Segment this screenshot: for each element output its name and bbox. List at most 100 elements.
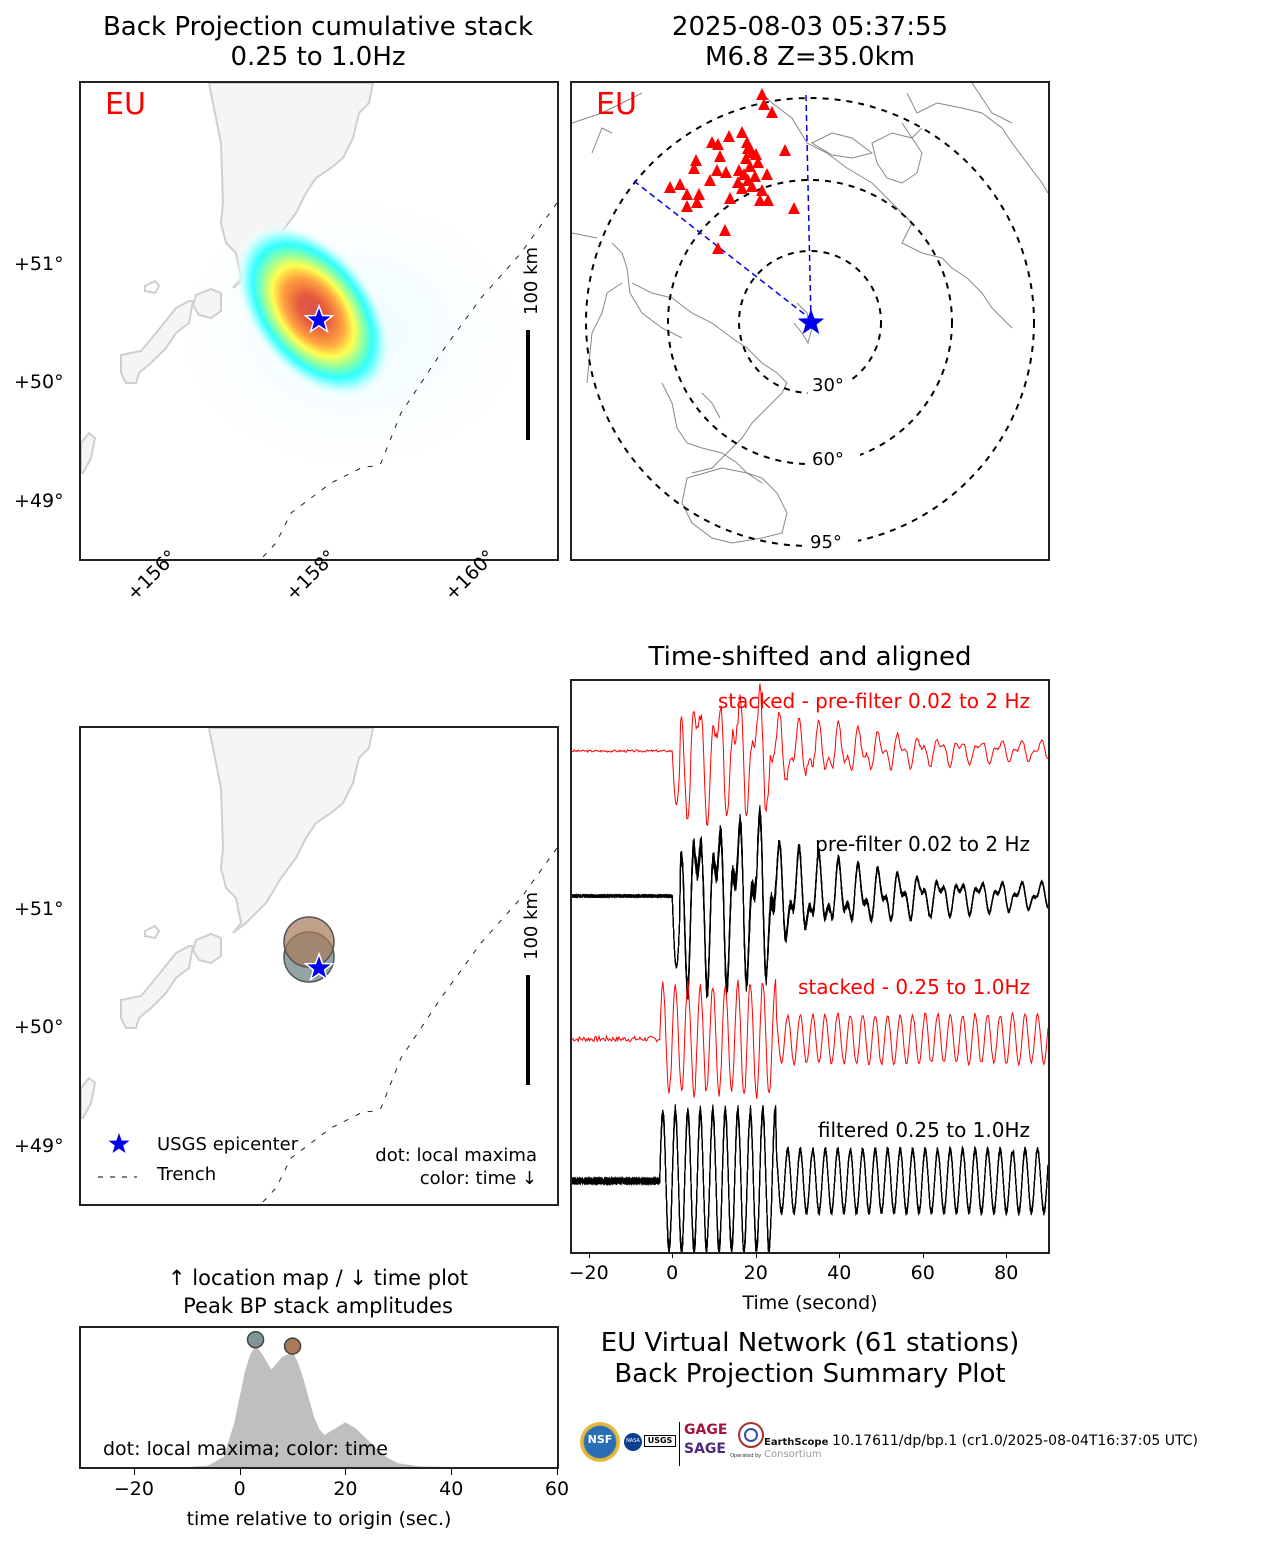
nasa-logo: NASA: [624, 1433, 642, 1451]
peak-map-annotation-line1: dot: local maxima: [375, 1145, 537, 1166]
trace-x-tick-mark: [755, 1252, 757, 1258]
station-network-label: EU: [596, 87, 637, 122]
station-marker: [752, 156, 764, 168]
bp-lat-tick-51: +51°: [14, 253, 64, 275]
station-marker: [712, 138, 724, 150]
paramushir-island-2: [191, 932, 222, 965]
summary-title: EU Virtual Network (61 stations) Back Pr…: [570, 1328, 1050, 1390]
amp-x-tick-mark: [451, 1469, 453, 1475]
station-marker: [674, 178, 686, 190]
station-marker: [746, 180, 758, 192]
coastline-europe: [572, 92, 683, 384]
trace-stacked-prefilter: [572, 683, 1048, 827]
legend-trench-label: Trench: [157, 1164, 217, 1185]
station-marker: [749, 170, 761, 182]
amp-x-tick-mark: [557, 1469, 558, 1475]
station-marker: [693, 188, 705, 200]
station-marker: [750, 148, 762, 160]
coastline-canada-islands: [810, 122, 923, 159]
kuril-island: [120, 300, 195, 384]
ring-label-bg-60: [808, 447, 860, 471]
station-marker: [720, 166, 732, 178]
coastline-greenland: [871, 132, 923, 184]
bp-stack-title-line2: 0.25 to 1.0Hz: [230, 42, 406, 72]
series-label-prefilter: pre-filter 0.02 to 2 Hz: [815, 832, 1030, 856]
amp-x-tick-mark: [133, 1469, 135, 1475]
trace-x-tick-mark: [922, 1252, 924, 1258]
trace-x-tick-mark: [1006, 1252, 1008, 1258]
peak-lat-tick-50: +50°: [14, 1016, 64, 1038]
coastline-asia: [631, 282, 788, 474]
southern-island-2: [81, 1076, 97, 1119]
amp-x-tick-label: 60: [544, 1478, 570, 1500]
alaid-island-2: [144, 924, 161, 940]
ring-label-30: 30°: [812, 375, 844, 396]
usgs-logo: USGS: [644, 1435, 676, 1447]
trace-x-tick-mark: [839, 1252, 841, 1258]
trace-x-tick-label: 60: [910, 1262, 935, 1284]
station-map-epicenter-star: [797, 309, 825, 334]
summary-line2: Back Projection Summary Plot: [614, 1359, 1006, 1389]
station-marker: [740, 152, 752, 164]
bp-stack-title-line1: Back Projection cumulative stack: [102, 12, 534, 42]
trace-x-tick-label: 20: [743, 1262, 768, 1284]
event-title: 2025-08-03 05:37:55 M6.8 Z=35.0km: [570, 12, 1050, 72]
alaid-island: [144, 279, 161, 295]
distance-ring-60: [667, 179, 953, 465]
paramushir-island: [191, 287, 222, 320]
station-marker: [756, 184, 768, 196]
peak-amplitude-area: [81, 1345, 557, 1467]
trace-x-tick-label: 40: [827, 1262, 852, 1284]
peak-location-map: 100 km USGS epicenter Trench dot: local …: [79, 726, 559, 1206]
event-datetime: 2025-08-03 05:37:55: [671, 12, 949, 42]
peak-amplitude-maximum-dot: [246, 1330, 265, 1349]
station-marker: [691, 196, 703, 208]
ring-label-bg-95: [802, 528, 858, 558]
local-maximum-dot-late: [283, 916, 335, 968]
peak-amplitude-title-line2: Peak BP stack amplitudes: [183, 1294, 453, 1318]
station-marker: [758, 98, 770, 110]
bp-stack-map: 100 km EU: [79, 81, 559, 561]
bp-network-label: EU: [105, 87, 146, 122]
station-marker: [714, 150, 726, 162]
earthscope-mark-icon: [738, 1422, 764, 1448]
consortium-text: Consortium: [764, 1449, 822, 1460]
peak-map-annotation: dot: local maxima color: time ↓: [375, 1144, 537, 1190]
station-marker: [712, 242, 724, 254]
nsf-logo-text: NSF: [587, 1433, 613, 1446]
ring-label-60: 60°: [812, 449, 844, 470]
peak-amplitude-annotation: dot: local maxima; color: time: [103, 1438, 388, 1460]
coastline-north-america: [906, 83, 1048, 194]
trace-prefilter-station: [572, 808, 1048, 998]
legend-epicenter-label: USGS epicenter: [157, 1134, 299, 1155]
amp-x-tick-mark: [345, 1469, 347, 1475]
series-label-stacked-prefilter: stacked - pre-filter 0.02 to 2 Hz: [717, 689, 1030, 713]
station-marker: [704, 174, 716, 186]
peak-map-epicenter-star: [303, 951, 335, 982]
kamchatka-coast-2: [207, 728, 375, 934]
peak-map-annotation-line2: color: time ↓: [419, 1168, 537, 1189]
trace-x-tick-label: 0: [666, 1262, 679, 1284]
station-marker: [761, 168, 773, 180]
peak-amplitude-canvas: [81, 1330, 557, 1467]
peak-amplitude-xlabel: time relative to origin (sec.): [186, 1508, 452, 1530]
trace-x-tick-mark: [672, 1252, 674, 1258]
trace-x-tick-mark: [588, 1252, 590, 1258]
ring-label-bg-30: [808, 373, 852, 397]
station-marker: [688, 162, 700, 174]
southern-island: [81, 431, 97, 474]
gage-logo: GAGE: [684, 1422, 728, 1438]
trace-x-tick-label: −20: [568, 1262, 609, 1284]
coastline-russia: [761, 92, 1013, 329]
station-map: 30° 60° 95° EU: [570, 81, 1050, 561]
station-marker: [736, 182, 748, 194]
station-marker: [723, 130, 735, 142]
scale-bar-label-2: 100 km: [521, 892, 542, 960]
peak-lat-tick-49: +49°: [14, 1135, 64, 1157]
scale-bar-label: 100 km: [521, 247, 542, 315]
station-marker: [690, 154, 702, 166]
azimuth-line-north: [805, 94, 812, 322]
amp-x-tick-label: 0: [233, 1478, 246, 1500]
kuril-island-2: [120, 945, 195, 1029]
station-marker: [766, 106, 778, 118]
